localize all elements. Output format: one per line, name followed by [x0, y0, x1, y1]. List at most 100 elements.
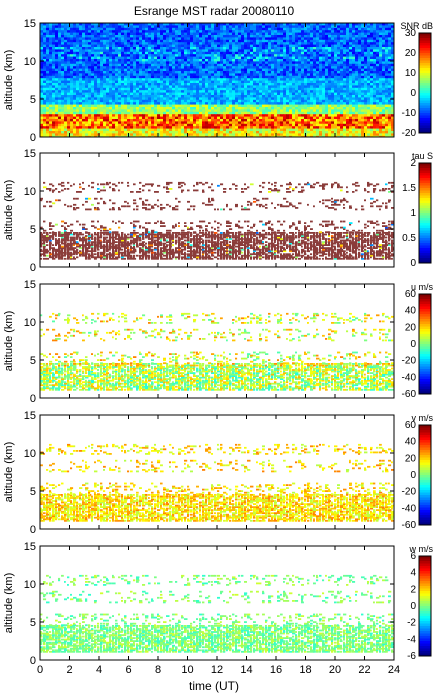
snr-cell — [214, 83, 218, 86]
snr-cell — [229, 54, 233, 57]
snr-cell — [280, 37, 284, 41]
snr-cell — [364, 35, 368, 38]
snr-cell — [214, 95, 218, 98]
snr-cell — [355, 68, 359, 72]
snr-cell — [250, 104, 254, 108]
snr-cell — [169, 119, 173, 122]
snr-cell — [358, 71, 362, 74]
snr-cell — [58, 39, 62, 43]
snr-cell — [115, 59, 119, 62]
snr-cell — [124, 90, 128, 93]
snr-cell — [127, 121, 131, 125]
snr-cell — [253, 66, 257, 69]
snr-cell — [58, 75, 62, 79]
snr-cell — [148, 66, 152, 69]
snr-cell — [223, 32, 227, 36]
snr-cell — [64, 111, 68, 115]
snr-cell — [73, 47, 77, 50]
snr-cell — [250, 116, 254, 120]
snr-cell — [265, 102, 269, 105]
snr-cell — [316, 75, 320, 79]
snr-cell — [331, 87, 335, 91]
snr-cell — [97, 85, 101, 89]
snr-cell — [166, 97, 170, 101]
snr-cell — [127, 71, 131, 74]
snr-cell — [247, 47, 251, 50]
snr-cell — [190, 87, 194, 91]
snr-cell — [169, 97, 173, 101]
snr-cell — [343, 90, 347, 93]
snr-cell — [271, 102, 275, 105]
snr-cell — [250, 49, 254, 53]
snr-cell — [253, 47, 257, 50]
snr-cell — [166, 114, 170, 117]
snr-cell — [118, 66, 122, 69]
snr-cell — [373, 37, 377, 41]
snr-cell — [310, 121, 314, 125]
snr-cell — [199, 37, 203, 41]
snr-cell — [226, 92, 230, 96]
snr-cell — [364, 68, 368, 72]
snr-cell — [97, 30, 101, 33]
snr-cell — [115, 23, 119, 26]
snr-cell — [220, 68, 224, 72]
snr-cell — [112, 90, 116, 93]
snr-cell — [352, 30, 356, 33]
snr-cell — [229, 83, 233, 86]
snr-cell — [181, 47, 185, 50]
snr-cell — [328, 49, 332, 53]
snr-cell — [118, 27, 122, 31]
snr-cell — [286, 71, 290, 74]
snr-cell — [253, 80, 257, 84]
snr-cell — [274, 85, 278, 89]
snr-cell — [265, 119, 269, 122]
snr-cell — [154, 71, 158, 74]
snr-cell — [190, 104, 194, 108]
snr-cell — [232, 30, 236, 33]
snr-cell — [199, 39, 203, 43]
snr-cell — [115, 61, 119, 65]
snr-cell — [127, 54, 131, 57]
snr-cell — [244, 71, 248, 74]
snr-cell — [358, 37, 362, 41]
snr-cell — [313, 63, 317, 67]
snr-cell — [115, 68, 119, 72]
snr-cell — [241, 23, 245, 26]
snr-cell — [202, 59, 206, 62]
snr-cell — [202, 109, 206, 113]
snr-cell — [145, 30, 149, 33]
snr-cell — [283, 35, 287, 38]
snr-cell — [220, 23, 224, 26]
snr-cell — [205, 71, 209, 74]
snr-cell — [61, 111, 65, 115]
snr-cell — [361, 56, 365, 60]
snr-cell — [262, 85, 266, 89]
snr-cell — [112, 59, 116, 62]
snr-cell — [142, 78, 146, 81]
snr-cell — [286, 59, 290, 62]
snr-cell — [307, 63, 311, 67]
snr-cell — [262, 51, 266, 55]
snr-cell — [277, 97, 281, 101]
snr-cell — [316, 104, 320, 108]
snr-cell — [166, 44, 170, 48]
snr-cell — [145, 47, 149, 50]
snr-cell — [166, 119, 170, 122]
snr-cell — [133, 39, 137, 43]
snr-cell — [73, 114, 77, 117]
snr-cell — [55, 107, 59, 110]
snr-cell — [280, 25, 284, 29]
snr-cell — [271, 49, 275, 53]
snr-cell — [76, 78, 80, 81]
snr-cell — [97, 66, 101, 69]
snr-cell — [187, 102, 191, 105]
snr-cell — [163, 68, 167, 72]
snr-cell — [382, 51, 386, 55]
snr-cell — [223, 37, 227, 41]
snr-cell — [262, 35, 266, 38]
snr-cell — [325, 119, 329, 122]
snr-cell — [49, 71, 53, 74]
snr-cell — [283, 68, 287, 72]
snr-cell — [55, 51, 59, 55]
snr-cell — [136, 121, 140, 125]
